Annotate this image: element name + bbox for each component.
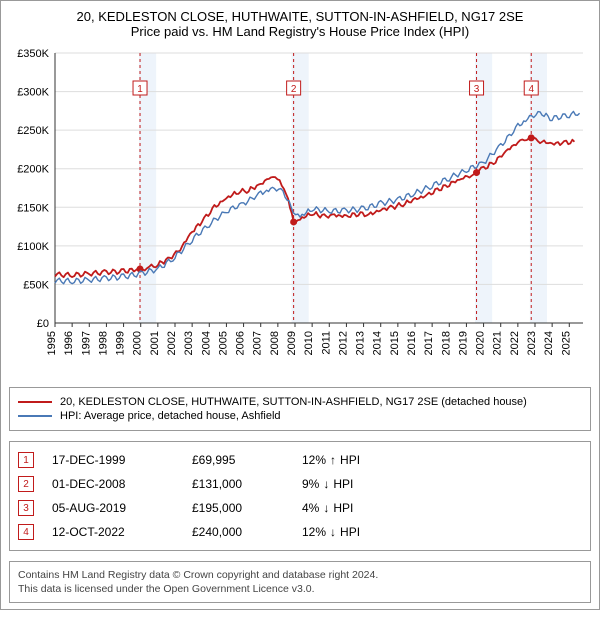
sale-date: 12-OCT-2022 [52, 525, 192, 539]
svg-text:£0: £0 [37, 318, 49, 330]
sale-price: £240,000 [192, 525, 302, 539]
sale-diff: 9%↓HPI [302, 477, 422, 491]
svg-text:1997: 1997 [80, 331, 92, 355]
svg-text:2018: 2018 [440, 331, 452, 355]
svg-text:2: 2 [291, 84, 297, 95]
sales-row: 3 05-AUG-2019£195,0004%↓HPI [18, 496, 582, 520]
svg-text:£350K: £350K [17, 48, 49, 60]
figure-container: 20, KEDLESTON CLOSE, HUTHWAITE, SUTTON-I… [0, 0, 600, 610]
svg-text:1998: 1998 [97, 331, 109, 355]
attribution-line1: Contains HM Land Registry data © Crown c… [18, 568, 582, 582]
svg-text:1995: 1995 [46, 331, 58, 355]
svg-text:2004: 2004 [200, 331, 212, 355]
svg-text:1: 1 [137, 84, 143, 95]
svg-text:2021: 2021 [492, 331, 504, 355]
svg-text:2005: 2005 [217, 331, 229, 355]
svg-text:2023: 2023 [526, 331, 538, 355]
legend-row: HPI: Average price, detached house, Ashf… [18, 410, 582, 422]
arrow-down-icon: ↓ [330, 525, 336, 539]
sales-table: 1 17-DEC-1999£69,99512%↑HPI 2 01-DEC-2008£1… [9, 441, 591, 551]
svg-text:2003: 2003 [183, 331, 195, 355]
svg-text:2015: 2015 [389, 331, 401, 355]
svg-text:£250K: £250K [17, 125, 49, 137]
sale-date: 17-DEC-1999 [52, 453, 192, 467]
legend-swatch [18, 401, 52, 403]
sale-diff: 12%↑HPI [302, 453, 422, 467]
svg-text:2022: 2022 [509, 331, 521, 355]
sales-row: 1 17-DEC-1999£69,99512%↑HPI [18, 448, 582, 472]
svg-text:£100K: £100K [17, 241, 49, 253]
sale-price: £69,995 [192, 453, 302, 467]
sale-date: 05-AUG-2019 [52, 501, 192, 515]
legend: 20, KEDLESTON CLOSE, HUTHWAITE, SUTTON-I… [9, 387, 591, 431]
svg-text:2012: 2012 [337, 331, 349, 355]
sale-marker: 3 [18, 500, 34, 516]
svg-text:2006: 2006 [235, 331, 247, 355]
svg-text:3: 3 [474, 84, 480, 95]
svg-text:2025: 2025 [560, 331, 572, 355]
svg-text:2000: 2000 [132, 331, 144, 355]
title-block: 20, KEDLESTON CLOSE, HUTHWAITE, SUTTON-I… [9, 9, 591, 39]
attribution-line2: This data is licensed under the Open Gov… [18, 582, 582, 596]
svg-text:2007: 2007 [252, 331, 264, 355]
svg-text:2009: 2009 [286, 331, 298, 355]
sale-diff: 12%↓HPI [302, 525, 422, 539]
sale-marker: 2 [18, 476, 34, 492]
legend-row: 20, KEDLESTON CLOSE, HUTHWAITE, SUTTON-I… [18, 396, 582, 408]
legend-swatch [18, 415, 52, 417]
svg-text:£50K: £50K [23, 279, 49, 291]
svg-text:2010: 2010 [303, 331, 315, 355]
attribution: Contains HM Land Registry data © Crown c… [9, 561, 591, 603]
svg-text:2011: 2011 [320, 331, 332, 355]
arrow-up-icon: ↑ [330, 453, 336, 467]
chart: £0 £50K £100K £150K £200K £250K £300K £350K 1995… [9, 45, 591, 375]
sales-row: 4 12-OCT-2022£240,00012%↓HPI [18, 520, 582, 544]
sale-price: £195,000 [192, 501, 302, 515]
svg-text:2017: 2017 [423, 331, 435, 355]
svg-text:£200K: £200K [17, 164, 49, 176]
legend-label: 20, KEDLESTON CLOSE, HUTHWAITE, SUTTON-I… [60, 396, 527, 408]
svg-text:1996: 1996 [63, 331, 75, 355]
sale-date: 01-DEC-2008 [52, 477, 192, 491]
chart-svg: £0 £50K £100K £150K £200K £250K £300K £350K 1995… [9, 45, 589, 375]
sale-diff: 4%↓HPI [302, 501, 422, 515]
legend-label: HPI: Average price, detached house, Ashf… [60, 410, 281, 422]
svg-text:4: 4 [528, 84, 534, 95]
svg-text:2014: 2014 [372, 331, 384, 355]
arrow-down-icon: ↓ [323, 501, 329, 515]
arrow-down-icon: ↓ [323, 477, 329, 491]
svg-text:£150K: £150K [17, 202, 49, 214]
title-address: 20, KEDLESTON CLOSE, HUTHWAITE, SUTTON-I… [9, 9, 591, 24]
svg-text:2001: 2001 [149, 331, 161, 355]
sale-marker: 4 [18, 524, 34, 540]
svg-text:2024: 2024 [543, 331, 555, 355]
svg-text:2016: 2016 [406, 331, 418, 355]
svg-text:2002: 2002 [166, 331, 178, 355]
sale-price: £131,000 [192, 477, 302, 491]
svg-text:2019: 2019 [457, 331, 469, 355]
title-subtitle: Price paid vs. HM Land Registry's House … [9, 24, 591, 39]
sale-marker: 1 [18, 452, 34, 468]
svg-text:2020: 2020 [475, 331, 487, 355]
svg-text:2008: 2008 [269, 331, 281, 355]
sales-row: 2 01-DEC-2008£131,0009%↓HPI [18, 472, 582, 496]
svg-text:2013: 2013 [355, 331, 367, 355]
svg-text:1999: 1999 [115, 331, 127, 355]
svg-text:£300K: £300K [17, 87, 49, 99]
